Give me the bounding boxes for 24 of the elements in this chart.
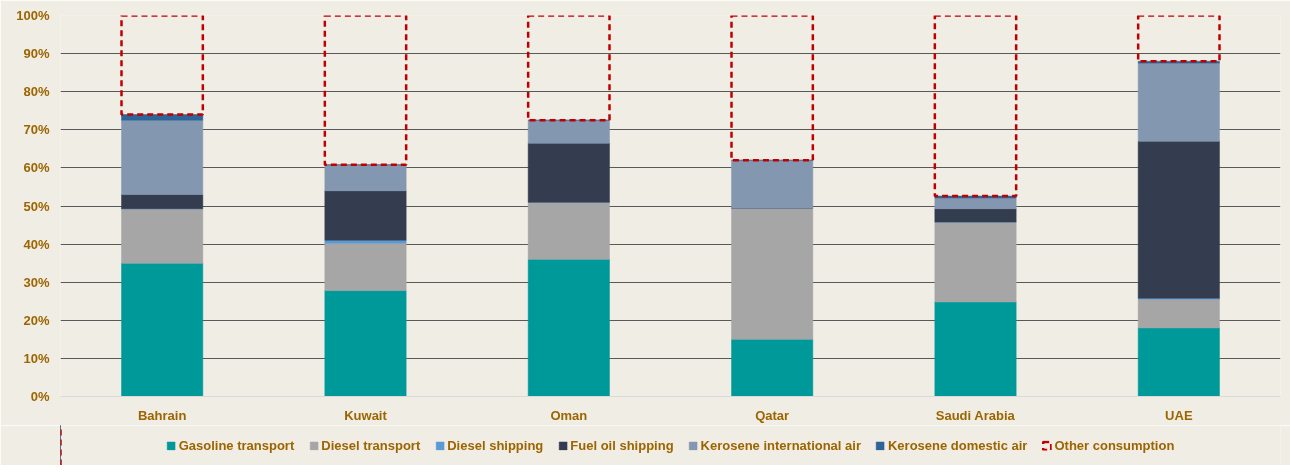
legend-label: Diesel transport [321, 437, 421, 453]
y-tick-label: 60% [23, 160, 50, 176]
x-tick-label: Kuwait [344, 407, 388, 423]
legend-label: Gasoline transport [178, 437, 295, 453]
legend-label: Fuel oil shipping [570, 437, 674, 453]
legend-label: Other consumption [1054, 437, 1175, 453]
x-tick-label: UAE [1165, 407, 1193, 423]
legend-label: Diesel shipping [447, 437, 544, 453]
y-tick-label: 20% [23, 312, 50, 328]
x-tick-label: Saudi Arabia [935, 407, 1016, 423]
y-tick-label: 100% [16, 8, 50, 23]
y-tick-label: 80% [23, 84, 50, 100]
y-tick-label: 10% [23, 350, 50, 366]
y-tick-label: 40% [23, 236, 50, 252]
y-tick-label: 30% [23, 274, 50, 290]
x-tick-label: Bahrain [137, 407, 187, 423]
y-tick-label: 70% [23, 122, 50, 138]
x-tick-label: Oman [550, 407, 588, 423]
legend-label: Kerosene international air [700, 437, 861, 453]
y-tick-label: 90% [23, 46, 50, 62]
y-tick-label: 0% [30, 389, 50, 404]
x-tick-label: Qatar [755, 407, 790, 423]
y-tick-label: 50% [23, 198, 50, 214]
legend-label: Kerosene domestic air [887, 437, 1028, 453]
